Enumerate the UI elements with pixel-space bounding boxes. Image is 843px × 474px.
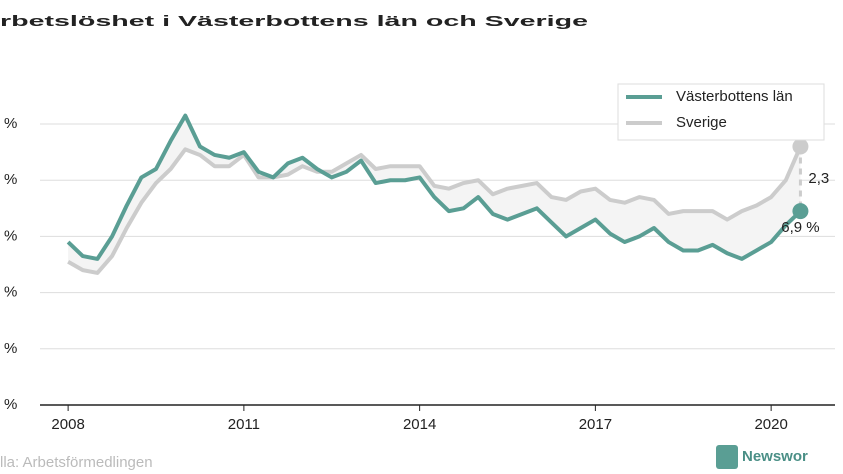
y-tick-label: % xyxy=(4,284,17,301)
series-line xyxy=(66,113,802,261)
source: lla: Arbetsförmedlingen xyxy=(0,454,153,471)
x-tick-label: 2014 xyxy=(403,416,436,433)
difference-label: 2,3 xyxy=(808,170,829,187)
series-line xyxy=(67,145,803,275)
x-tick-label: 2011 xyxy=(228,416,260,433)
legend-box xyxy=(617,83,825,141)
y-tick-label: % xyxy=(4,115,17,132)
end-dot xyxy=(792,203,809,220)
logo: Newswor xyxy=(716,445,808,469)
x-tick-label: 2020 xyxy=(754,416,787,433)
end-label: 6,9 % xyxy=(781,219,819,236)
y-tick-label: % xyxy=(4,340,17,357)
logo-text: Newswor xyxy=(742,448,808,465)
end-dot xyxy=(792,138,809,155)
logo-icon xyxy=(716,445,738,469)
x-tick-label: 2008 xyxy=(51,416,84,433)
y-tick-label: % xyxy=(4,227,17,244)
y-tick-label: % xyxy=(4,171,17,188)
chart-title: rbetslöshet i Västerbottens län och Sver… xyxy=(0,13,588,30)
y-tick-label: % xyxy=(4,396,17,413)
legend-label: Västerbottens län xyxy=(676,88,793,105)
legend-label: Sverige xyxy=(676,114,727,131)
x-tick-label: 2017 xyxy=(579,416,612,433)
